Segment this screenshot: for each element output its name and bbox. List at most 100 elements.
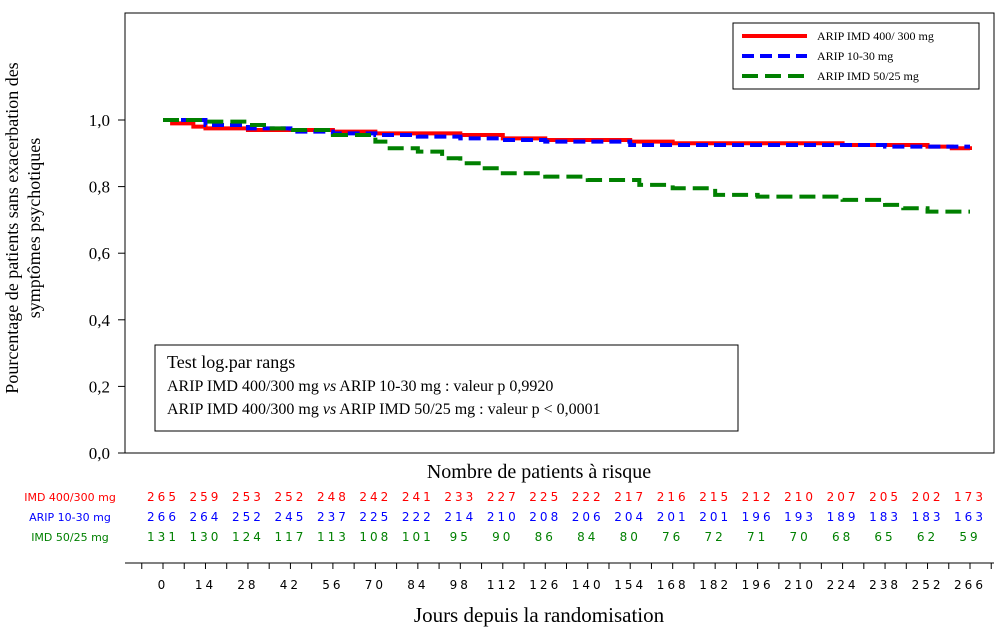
risk-value: 215 [699,490,731,504]
series-line-3 [163,118,970,214]
x-tick-label: 224 [827,578,859,592]
risk-value: 241 [402,490,434,504]
risk-value: 222 [402,510,434,524]
stats-line1-a: ARIP IMD 400/300 mg [167,378,323,395]
stats-line2-b: ARIP IMD 50/25 mg : valeur p < 0,0001 [336,401,600,418]
risk-value: 265 [147,490,179,504]
risk-value: 222 [572,490,604,504]
risk-value: 130 [190,530,222,544]
stats-box: Test log.par rangs ARIP IMD 400/300 mg v… [154,344,739,432]
risk-value: 95 [450,530,471,544]
x-tick-label: 182 [699,578,731,592]
risk-value: 252 [232,510,264,524]
y-tick-label: 0,2 [89,377,110,396]
risk-value: 90 [492,530,513,544]
x-tick-label: 84 [407,578,428,592]
risk-value: 264 [190,510,222,524]
y-axis-label-line1: Pourcentage de patients sans exacerbatio… [2,62,22,393]
legend: ARIP IMD 400/ 300 mg ARIP 10-30 mg ARIP IM… [732,22,980,90]
stats-line1-vs: vs [323,378,336,395]
risk-value: 216 [657,490,689,504]
x-tick-label: 126 [529,578,561,592]
x-tick-label: 56 [322,578,343,592]
risk-value: 196 [742,510,774,524]
risk-value: 202 [912,490,944,504]
risk-value: 210 [784,490,816,504]
risk-value: 193 [784,510,816,524]
risk-value: 225 [529,490,561,504]
legend-label-2: ARIP 10-30 mg [817,49,893,63]
x-tick-label: 0 [158,578,169,592]
risk-value: 245 [274,510,306,524]
y-tick-label: 0,8 [89,178,110,197]
x-tick-label: 196 [742,578,774,592]
risk-value: 131 [147,530,179,544]
risk-value: 80 [620,530,641,544]
x-tick-label: 168 [657,578,689,592]
risk-value: 71 [747,530,768,544]
x-tick-label: 266 [954,578,986,592]
x-tick-label: 112 [487,578,519,592]
survival-curves [163,118,972,214]
risk-value: 65 [874,530,895,544]
x-axis-ticks: 0 14 28 42 56 70 84 98 112 126 140 154 168 182 196 210 2… [141,563,992,592]
risk-value: 70 [789,530,810,544]
risk-value: 183 [912,510,944,524]
risk-value: 205 [869,490,901,504]
risk-value: 207 [827,490,859,504]
risk-value: 84 [577,530,598,544]
risk-value: 212 [742,490,774,504]
risk-value: 210 [487,510,519,524]
risk-value: 214 [444,510,476,524]
risk-value: 76 [662,530,683,544]
risk-value: 248 [317,490,349,504]
stats-box-frame [154,344,739,432]
risk-value: 259 [190,490,222,504]
plot-frame [124,12,995,454]
x-tick-label: 154 [614,578,646,592]
y-axis-label: Pourcentage de patients sans exacerbatio… [2,62,44,393]
series-line-2 [163,118,970,149]
risk-value: 62 [917,530,938,544]
stats-box-line2: ARIP IMD 400/300 mg vs ARIP IMD 50/25 mg… [167,401,601,418]
x-tick-label: 210 [784,578,816,592]
risk-value: 59 [959,530,980,544]
x-tick-label: 70 [365,578,386,592]
legend-label-1: ARIP IMD 400/ 300 mg [817,29,934,43]
risk-value: 237 [317,510,349,524]
risk-value: 206 [572,510,604,524]
risk-value: 173 [954,490,986,504]
stats-line1-b: ARIP 10-30 mg : valeur p 0,9920 [336,378,553,395]
risk-table: IMD 400/300 mg 265 259 253 252 248 242 241 233 22… [24,490,986,544]
risk-value: 253 [232,490,264,504]
risk-value: 266 [147,510,179,524]
risk-value: 208 [529,510,561,524]
risk-row-label: IMD 400/300 mg [24,491,116,504]
x-tick-label: 140 [572,578,604,592]
stats-box-title: Test log.par rangs [167,352,295,372]
x-axis-label: Jours depuis la randomisation [414,603,665,627]
risk-value: 201 [657,510,689,524]
risk-value: 225 [359,510,391,524]
risk-value: 252 [274,490,306,504]
risk-value: 68 [832,530,853,544]
risk-value: 227 [487,490,519,504]
y-axis-label-line2: symptômes psychotiques [24,138,44,319]
risk-table-title: Nombre de patients à risque [427,461,651,483]
x-tick-label: 238 [869,578,901,592]
risk-value: 204 [614,510,646,524]
y-tick-label: 0,6 [89,244,110,263]
risk-value: 217 [614,490,646,504]
stats-line2-vs: vs [323,401,336,418]
risk-value: 183 [869,510,901,524]
x-tick-label: 14 [195,578,216,592]
risk-value: 189 [827,510,859,524]
x-tick-label: 98 [450,578,471,592]
risk-value: 124 [232,530,264,544]
risk-value: 233 [444,490,476,504]
y-tick-label: 0,4 [89,311,111,330]
risk-value: 72 [705,530,726,544]
x-tick-label: 42 [280,578,301,592]
y-tick-label: 0,0 [89,444,110,463]
